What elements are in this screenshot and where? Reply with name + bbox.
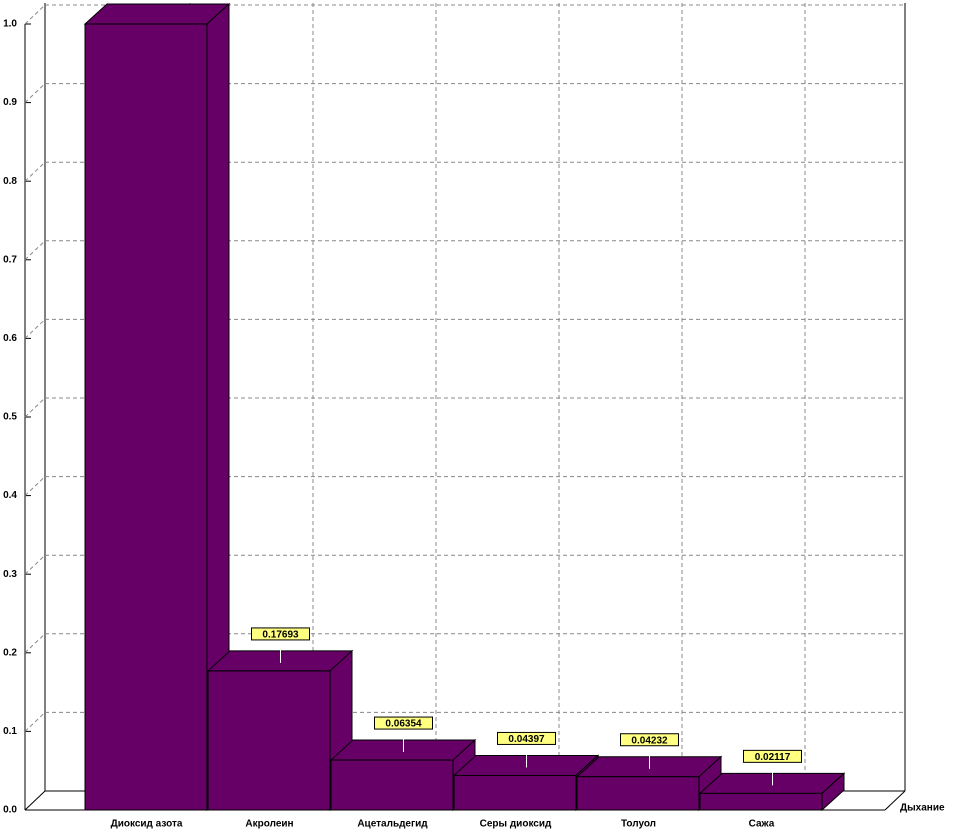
grid-line-side xyxy=(24,319,46,339)
x-tick-label: Акролеин xyxy=(245,819,293,830)
bar xyxy=(330,759,454,811)
value-label-box xyxy=(743,749,802,763)
grid-line-side xyxy=(24,712,46,732)
value-label-box xyxy=(251,627,310,641)
depth-label: Дыхание xyxy=(900,803,945,814)
bar xyxy=(576,776,700,811)
value-label: 0.06354 xyxy=(385,719,422,730)
x-tick-label: Толуол xyxy=(621,819,656,830)
x-tick-label: Серы диоксид xyxy=(480,819,552,830)
grid-line-side xyxy=(24,240,46,261)
y-tick-label: 0.6 xyxy=(3,333,17,344)
x-tick-label: Диоксид азота xyxy=(111,819,183,830)
y-tick-label: 0.5 xyxy=(3,412,17,423)
y-tick-label: 0.9 xyxy=(3,97,17,108)
floor-right xyxy=(884,790,906,811)
bar xyxy=(699,792,823,811)
grid-line-side xyxy=(24,161,46,182)
y-tick-label: 0.2 xyxy=(3,647,17,658)
y-tick-label: 1.0 xyxy=(3,19,17,30)
bar xyxy=(207,670,331,811)
grid-line-side xyxy=(24,397,46,418)
value-label: 0.17693 xyxy=(262,630,299,641)
bar xyxy=(453,774,577,811)
value-label-box xyxy=(374,716,433,730)
value-label-box xyxy=(497,731,556,745)
floor-left xyxy=(24,790,46,811)
value-label: 0.04397 xyxy=(508,734,545,745)
y-tick-label: 0.3 xyxy=(3,569,17,580)
grid-line-side xyxy=(24,554,46,575)
y-tick-label: 0.1 xyxy=(3,726,17,737)
x-tick-label: Сажа xyxy=(749,819,775,830)
y-tick-label: 0.4 xyxy=(3,490,17,501)
y-tick-label: 0.7 xyxy=(3,254,17,265)
bar xyxy=(84,23,208,811)
x-tick-label: Ацетальдегид xyxy=(357,819,428,830)
bar-top xyxy=(83,3,231,25)
grid-line-side xyxy=(24,633,46,654)
value-label: 0.04232 xyxy=(631,735,668,746)
y-tick-label: 0.8 xyxy=(3,176,17,187)
grid-line-side xyxy=(24,476,46,496)
grid-line-side xyxy=(24,4,46,25)
y-tick-label: 0.0 xyxy=(3,805,17,816)
value-label-box xyxy=(620,733,679,747)
grid-line-side xyxy=(24,83,46,103)
value-label: 0.02117 xyxy=(755,752,791,763)
